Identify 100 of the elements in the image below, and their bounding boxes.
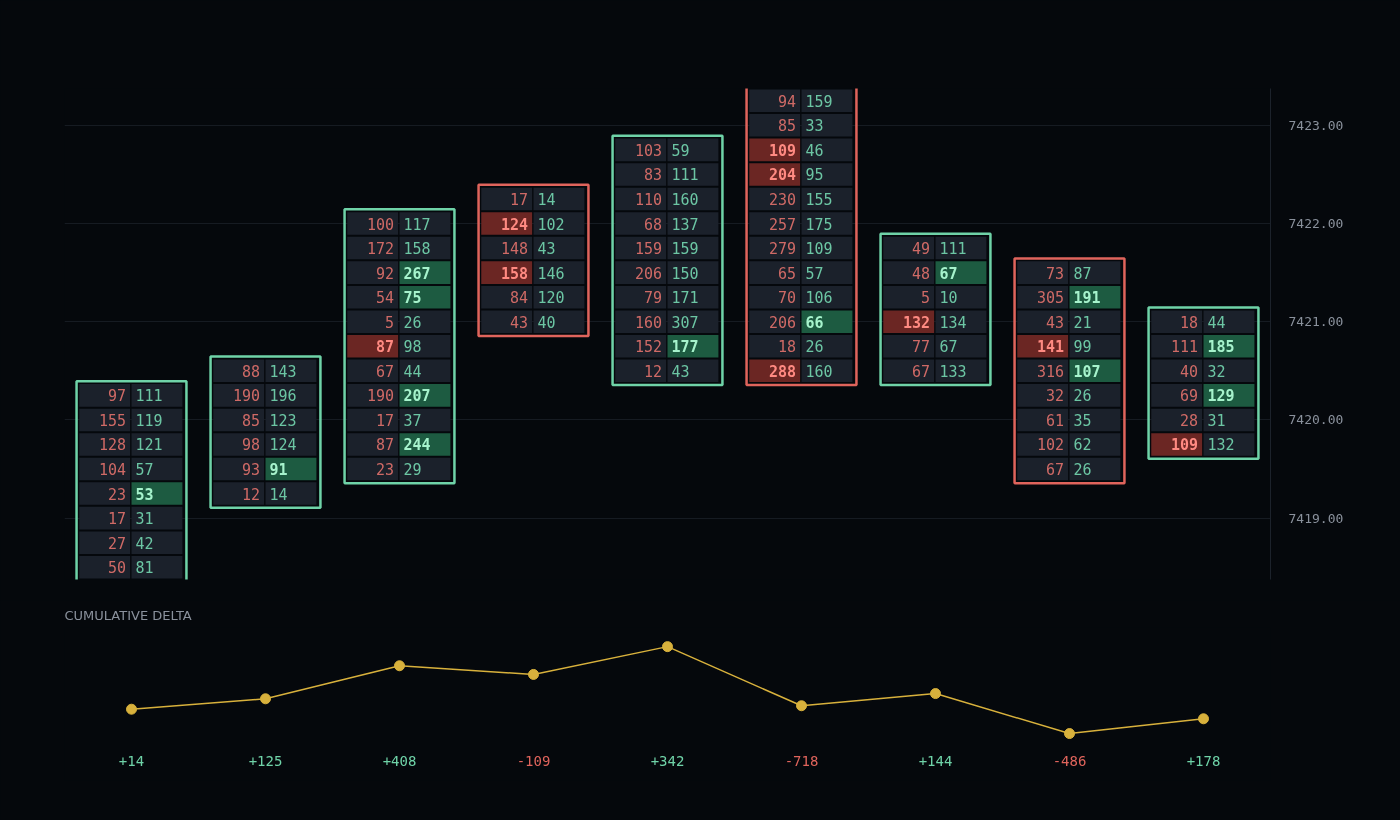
- data-label: 160: [805, 362, 833, 381]
- data-label: 14: [269, 485, 288, 504]
- data-label: 81: [135, 559, 154, 578]
- data-label: 87: [1073, 264, 1092, 283]
- data-label: 155: [99, 411, 127, 430]
- x-tick-label: -486: [1052, 752, 1087, 769]
- data-label: 87: [376, 436, 395, 455]
- data-label: 66: [805, 313, 824, 332]
- data-label: 196: [269, 387, 297, 406]
- point: [394, 660, 405, 672]
- data-label: 49: [912, 240, 931, 259]
- data-label: 32: [1207, 362, 1226, 381]
- point: [260, 693, 271, 705]
- data-label: 73: [1046, 264, 1065, 283]
- data-label: 48: [912, 264, 931, 283]
- data-label: 10: [939, 289, 958, 308]
- data-label: 31: [1207, 411, 1226, 430]
- data-label: 279: [769, 240, 797, 259]
- x-tick-label: +342: [650, 752, 685, 769]
- data-label: 12: [644, 362, 663, 381]
- data-label: 109: [805, 240, 833, 259]
- data-label: 106: [805, 289, 833, 308]
- data-label: 128: [99, 436, 127, 455]
- data-label: 87: [376, 338, 395, 357]
- data-label: 5: [921, 289, 931, 308]
- data-label: 109: [1171, 436, 1199, 455]
- data-label: 119: [135, 411, 163, 430]
- data-label: 230: [769, 190, 797, 209]
- data-label: 79: [644, 289, 663, 308]
- data-label: 117: [403, 215, 431, 234]
- data-label: 53: [135, 485, 154, 504]
- data-label: 207: [403, 387, 431, 406]
- data-label: 152: [635, 338, 663, 357]
- data-label: 159: [671, 240, 699, 259]
- data-label: 172: [367, 240, 395, 259]
- data-label: 134: [939, 313, 967, 332]
- y-tick-label: 7421.00: [1288, 314, 1344, 330]
- data-label: 27: [108, 534, 127, 553]
- data-label: 32: [1046, 387, 1065, 406]
- data-label: 44: [1207, 313, 1226, 332]
- point: [528, 668, 539, 680]
- data-label: 50: [108, 559, 127, 578]
- data-label: 88: [242, 362, 261, 381]
- data-label: 26: [1073, 387, 1092, 406]
- data-label: 146: [537, 264, 565, 283]
- data-label: 158: [403, 240, 431, 259]
- data-label: 120: [537, 289, 565, 308]
- data-label: 107: [1073, 362, 1101, 381]
- data-label: 17: [376, 411, 395, 430]
- data-label: 97: [108, 387, 127, 406]
- data-label: 5: [385, 313, 395, 332]
- data-label: 132: [903, 313, 931, 332]
- data-label: 305: [1037, 289, 1065, 308]
- data-label: 124: [269, 436, 297, 455]
- data-label: 288: [769, 362, 797, 381]
- point: [126, 703, 137, 715]
- data-label: 67: [939, 264, 958, 283]
- chart-title: CUMULATIVE DELTA: [64, 607, 192, 623]
- data-label: 77: [912, 338, 931, 357]
- data-label: 123: [269, 411, 297, 430]
- data-label: 26: [805, 338, 824, 357]
- data-label: 141: [1037, 338, 1065, 357]
- data-label: 95: [805, 166, 824, 185]
- data-label: 175: [805, 215, 833, 234]
- data-label: 29: [403, 461, 422, 480]
- data-label: 102: [537, 215, 565, 234]
- data-label: 40: [1180, 362, 1199, 381]
- data-label: 69: [1180, 387, 1199, 406]
- x-tick-label: +178: [1186, 752, 1221, 769]
- data-label: 37: [403, 411, 422, 430]
- data-label: 75: [403, 289, 422, 308]
- data-label: 307: [671, 313, 699, 332]
- data-label: 14: [537, 190, 556, 209]
- data-label: 61: [1046, 411, 1065, 430]
- data-label: 133: [939, 362, 967, 381]
- data-label: 98: [242, 436, 261, 455]
- data-label: 43: [510, 313, 529, 332]
- data-label: 54: [376, 289, 395, 308]
- data-label: 68: [644, 215, 663, 234]
- data-label: 91: [269, 461, 288, 480]
- data-label: 35: [1073, 411, 1092, 430]
- data-label: 143: [269, 362, 297, 381]
- data-label: 109: [769, 141, 797, 160]
- data-label: 40: [537, 313, 556, 332]
- data-label: 85: [778, 117, 797, 136]
- data-label: 62: [1073, 436, 1092, 455]
- data-label: 159: [805, 92, 833, 111]
- x-tick-label: -109: [516, 752, 551, 769]
- data-label: 26: [403, 313, 422, 332]
- x-tick-label: -718: [784, 752, 819, 769]
- data-label: 67: [1046, 461, 1065, 480]
- data-label: 18: [1180, 313, 1199, 332]
- x-tick-label: +144: [918, 752, 953, 769]
- data-label: 18: [778, 338, 797, 357]
- data-label: 111: [135, 387, 163, 406]
- data-label: 31: [135, 510, 154, 529]
- data-label: 257: [769, 215, 797, 234]
- data-label: 67: [912, 362, 931, 381]
- data-label: 83: [644, 166, 663, 185]
- x-tick-label: +14: [118, 752, 145, 769]
